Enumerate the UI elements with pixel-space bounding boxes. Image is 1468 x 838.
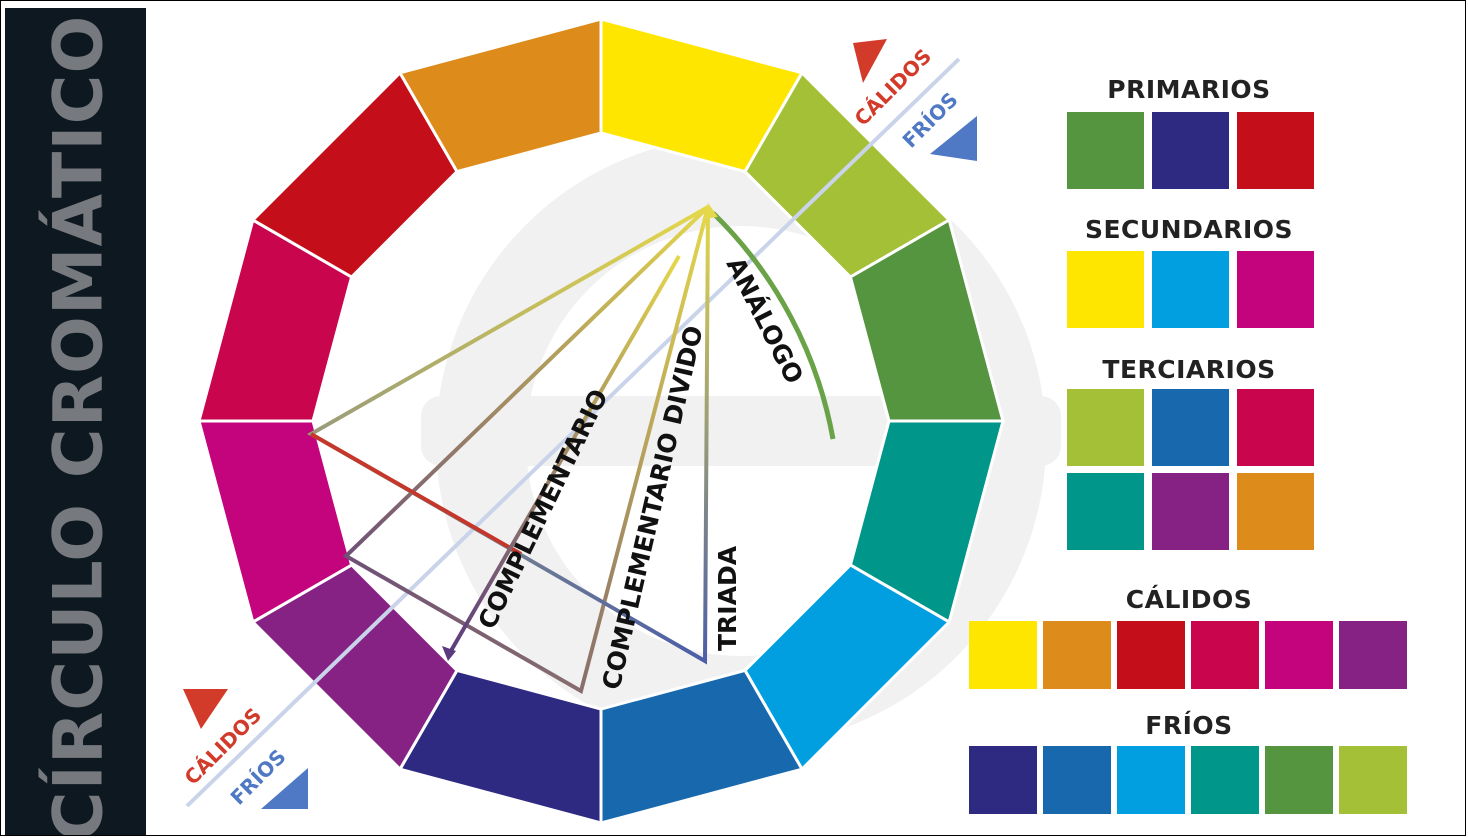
cool-triangle-bottom <box>261 768 308 809</box>
label-complementario-divido: COMPLEMENTARIO DIVIDO <box>597 323 709 692</box>
color-swatch <box>1152 251 1229 328</box>
complementario-divido-line <box>342 205 710 695</box>
warm-triangle-top <box>853 39 887 83</box>
secundarios-swatches <box>1067 251 1314 328</box>
primarios-swatches <box>1067 112 1314 189</box>
color-swatch <box>1152 389 1229 466</box>
color-swatch <box>1117 746 1185 814</box>
color-swatch <box>1237 389 1314 466</box>
side-title: CÍRCULO CROMÁTICO <box>39 14 119 836</box>
secundarios-title: SECUNDARIOS <box>1084 215 1294 244</box>
primarios-title: PRIMARIOS <box>1107 75 1271 104</box>
color-swatch <box>1237 251 1314 328</box>
warm-cold-divider <box>185 57 961 808</box>
color-swatch <box>1152 473 1229 550</box>
color-swatch <box>1067 473 1144 550</box>
complementario-line <box>446 254 681 658</box>
warm-triangle-bottom <box>183 689 228 729</box>
color-swatch <box>1237 473 1314 550</box>
calidos-swatches <box>969 621 1407 689</box>
frios-swatches <box>969 746 1407 814</box>
terciarios-swatches-row2 <box>1067 473 1314 550</box>
frios-title: FRÍOS <box>1145 711 1233 740</box>
analogo-arc <box>711 211 836 440</box>
color-swatch <box>1117 621 1185 689</box>
color-swatch <box>969 746 1037 814</box>
calidos-title: CÁLIDOS <box>1125 585 1253 614</box>
color-wheel: ANÁLOGO TRIADA COMPLEMENTARIO DIVIDO COM… <box>180 17 1005 825</box>
color-swatch <box>969 621 1037 689</box>
terciarios-title: TERCIARIOS <box>1102 355 1276 384</box>
triada-red-edge <box>310 432 522 556</box>
color-swatch <box>1152 112 1229 189</box>
color-swatch <box>1067 112 1144 189</box>
color-swatch <box>1237 112 1314 189</box>
color-swatch <box>1043 746 1111 814</box>
color-swatch <box>1043 621 1111 689</box>
wheel-segments <box>197 17 1005 825</box>
analogo-arrowhead <box>704 203 718 219</box>
cool-triangle-top <box>930 116 977 161</box>
color-swatch <box>1191 621 1259 689</box>
wheel-segment-orange <box>397 17 603 174</box>
color-swatch <box>1339 746 1407 814</box>
color-swatch <box>1067 251 1144 328</box>
color-swatch <box>1067 389 1144 466</box>
color-swatch <box>1265 746 1333 814</box>
color-swatch <box>1339 621 1407 689</box>
terciarios-swatches-row1 <box>1067 389 1314 466</box>
color-swatch <box>1265 621 1333 689</box>
color-swatch <box>1191 746 1259 814</box>
sidebar: CÍRCULO CROMÁTICO <box>5 8 146 836</box>
complementario-arrowhead <box>442 646 456 661</box>
label-triada: TRIADA <box>713 545 742 651</box>
